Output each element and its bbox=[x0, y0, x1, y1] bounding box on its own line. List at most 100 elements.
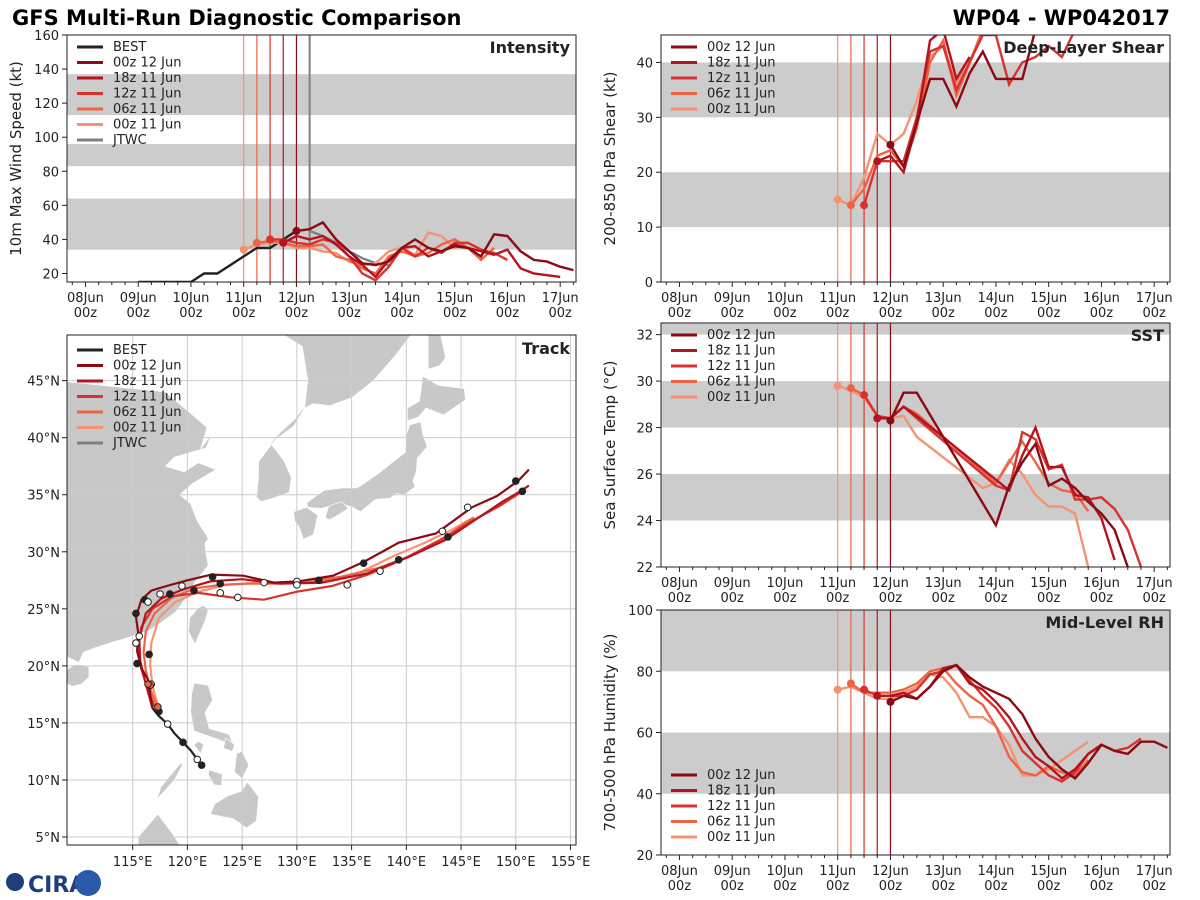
shear-panel: 01020304008Jun00z09Jun00z10Jun00z11Jun00… bbox=[601, 34, 1173, 321]
x-tick-hour: 00z bbox=[1090, 306, 1114, 321]
threshold-band bbox=[661, 610, 1170, 672]
lon-tick-label: 155°E bbox=[551, 855, 591, 870]
luzon-land bbox=[190, 682, 234, 747]
y-tick-label: 24 bbox=[636, 515, 653, 530]
x-tick-hour: 00z bbox=[232, 306, 256, 321]
y-tick-label: 30 bbox=[636, 375, 653, 390]
track-dot-run06z11 bbox=[144, 680, 152, 688]
y-tick-label: 40 bbox=[42, 233, 59, 248]
x-tick-hour: 00z bbox=[984, 591, 1008, 606]
track-dot-run00z12 bbox=[444, 533, 452, 541]
legend-label: 00z 11 Jun bbox=[113, 118, 182, 133]
legend-label: 00z 12 Jun bbox=[113, 359, 182, 374]
init-marker-run12z11 bbox=[860, 201, 869, 210]
x-tick-day: 10Jun bbox=[173, 291, 210, 306]
legend-label: 18z 11 Jun bbox=[113, 71, 182, 86]
x-tick-hour: 00z bbox=[932, 879, 956, 894]
x-tick-hour: 00z bbox=[984, 879, 1008, 894]
x-tick-hour: 00z bbox=[179, 306, 203, 321]
series-line-run18z11 bbox=[282, 234, 561, 279]
x-tick-day: 09Jun bbox=[714, 576, 751, 591]
x-tick-day: 08Jun bbox=[661, 576, 698, 591]
mindanao-land bbox=[209, 781, 259, 829]
init-marker-run18z11 bbox=[873, 691, 882, 700]
x-tick-hour: 00z bbox=[338, 306, 362, 321]
track-dot-run00z11 bbox=[343, 581, 352, 589]
track-panel: 115°E 120°E 125°E 130°E 135°E 140°E 145°E 150°E… bbox=[27, 334, 591, 870]
track-dot-run00z12 bbox=[260, 578, 268, 587]
track-dot-run00z12 bbox=[511, 477, 520, 485]
track-dot-run00z12 bbox=[190, 586, 198, 595]
logo-globe-icon bbox=[75, 870, 101, 896]
series-line-run00z12 bbox=[296, 220, 574, 272]
x-tick-day: 13Jun bbox=[925, 291, 962, 306]
plot-frame bbox=[660, 322, 1171, 568]
x-tick-day: 15Jun bbox=[436, 291, 473, 306]
init-marker-run12z11 bbox=[860, 685, 869, 694]
init-marker-run06z11 bbox=[846, 201, 855, 210]
x-tick-day: 08Jun bbox=[661, 864, 698, 879]
y-axis-label: 200-850 hPa Shear (kt) bbox=[601, 72, 619, 246]
legend-label: 18z 11 Jun bbox=[707, 344, 776, 359]
init-marker-run06z11 bbox=[846, 384, 855, 393]
x-tick-day: 10Jun bbox=[767, 576, 804, 591]
track-dot-run00z12 bbox=[145, 650, 153, 659]
legend-label: 00z 12 Jun bbox=[707, 768, 776, 783]
track-dot-run00z12 bbox=[132, 609, 140, 618]
lon-tick-label: 135°E bbox=[332, 855, 372, 870]
legend-label: 06z 11 Jun bbox=[707, 815, 776, 830]
track-dot-run00z11 bbox=[216, 589, 225, 597]
x-tick-day: 13Jun bbox=[925, 576, 962, 591]
init-marker-run00z12 bbox=[886, 416, 895, 425]
page-title: GFS Multi-Run Diagnostic Comparison bbox=[12, 6, 461, 30]
y-tick-label: 0 bbox=[645, 276, 653, 291]
x-tick-hour: 00z bbox=[1142, 591, 1166, 606]
x-tick-hour: 00z bbox=[721, 879, 745, 894]
series-line-run18z11 bbox=[876, 35, 971, 175]
track-dot-run00z11 bbox=[438, 527, 447, 536]
track-dot-run00z12 bbox=[314, 576, 323, 585]
init-marker-run12z11 bbox=[266, 235, 275, 244]
x-tick-hour: 00z bbox=[879, 591, 903, 606]
panay-negros-land bbox=[207, 769, 223, 787]
x-tick-day: 17Jun bbox=[1136, 864, 1173, 879]
track-dot-run00z12 bbox=[518, 487, 527, 496]
palawan-land bbox=[156, 763, 184, 800]
x-tick-hour: 00z bbox=[1142, 306, 1166, 321]
track-dot-run00z12 bbox=[208, 573, 217, 581]
map-frame bbox=[66, 334, 577, 846]
x-tick-day: 12Jun bbox=[872, 291, 909, 306]
y-tick-label: 60 bbox=[42, 199, 59, 214]
panel-title: Intensity bbox=[490, 38, 571, 57]
x-tick-hour: 00z bbox=[879, 879, 903, 894]
series-line-run00z12 bbox=[889, 35, 1036, 170]
x-tick-hour: 00z bbox=[826, 306, 850, 321]
bicol-land bbox=[223, 737, 235, 752]
rh-panel: 2040608010008Jun00z09Jun00z10Jun00z11Jun… bbox=[601, 604, 1173, 894]
lat-tick-label: 10°N bbox=[27, 774, 60, 789]
y-tick-label: 60 bbox=[636, 727, 653, 742]
x-tick-day: 15Jun bbox=[1030, 864, 1067, 879]
series-line-run12z11 bbox=[270, 238, 508, 282]
y-tick-label: 100 bbox=[34, 131, 59, 146]
x-tick-hour: 00z bbox=[721, 591, 745, 606]
mindoro-land bbox=[193, 740, 205, 755]
x-tick-day: 08Jun bbox=[661, 291, 698, 306]
x-tick-day: 11Jun bbox=[819, 576, 856, 591]
x-tick-hour: 00z bbox=[879, 306, 903, 321]
x-tick-hour: 00z bbox=[932, 306, 956, 321]
init-marker-run12z11 bbox=[860, 391, 869, 400]
y-tick-label: 20 bbox=[636, 166, 653, 181]
y-tick-label: 80 bbox=[42, 165, 59, 180]
x-tick-hour: 00z bbox=[932, 591, 956, 606]
y-tick-label: 160 bbox=[34, 29, 59, 44]
y-tick-label: 10 bbox=[636, 221, 653, 236]
x-tick-hour: 00z bbox=[773, 879, 797, 894]
legend-label: 12z 11 Jun bbox=[113, 390, 182, 405]
x-tick-day: 09Jun bbox=[714, 864, 751, 879]
init-marker-run18z11 bbox=[279, 238, 288, 247]
init-marker-run00z12 bbox=[292, 226, 301, 235]
series-line-run06z11 bbox=[256, 238, 496, 275]
init-marker-run00z11 bbox=[833, 195, 842, 204]
y-tick-label: 20 bbox=[636, 849, 653, 864]
